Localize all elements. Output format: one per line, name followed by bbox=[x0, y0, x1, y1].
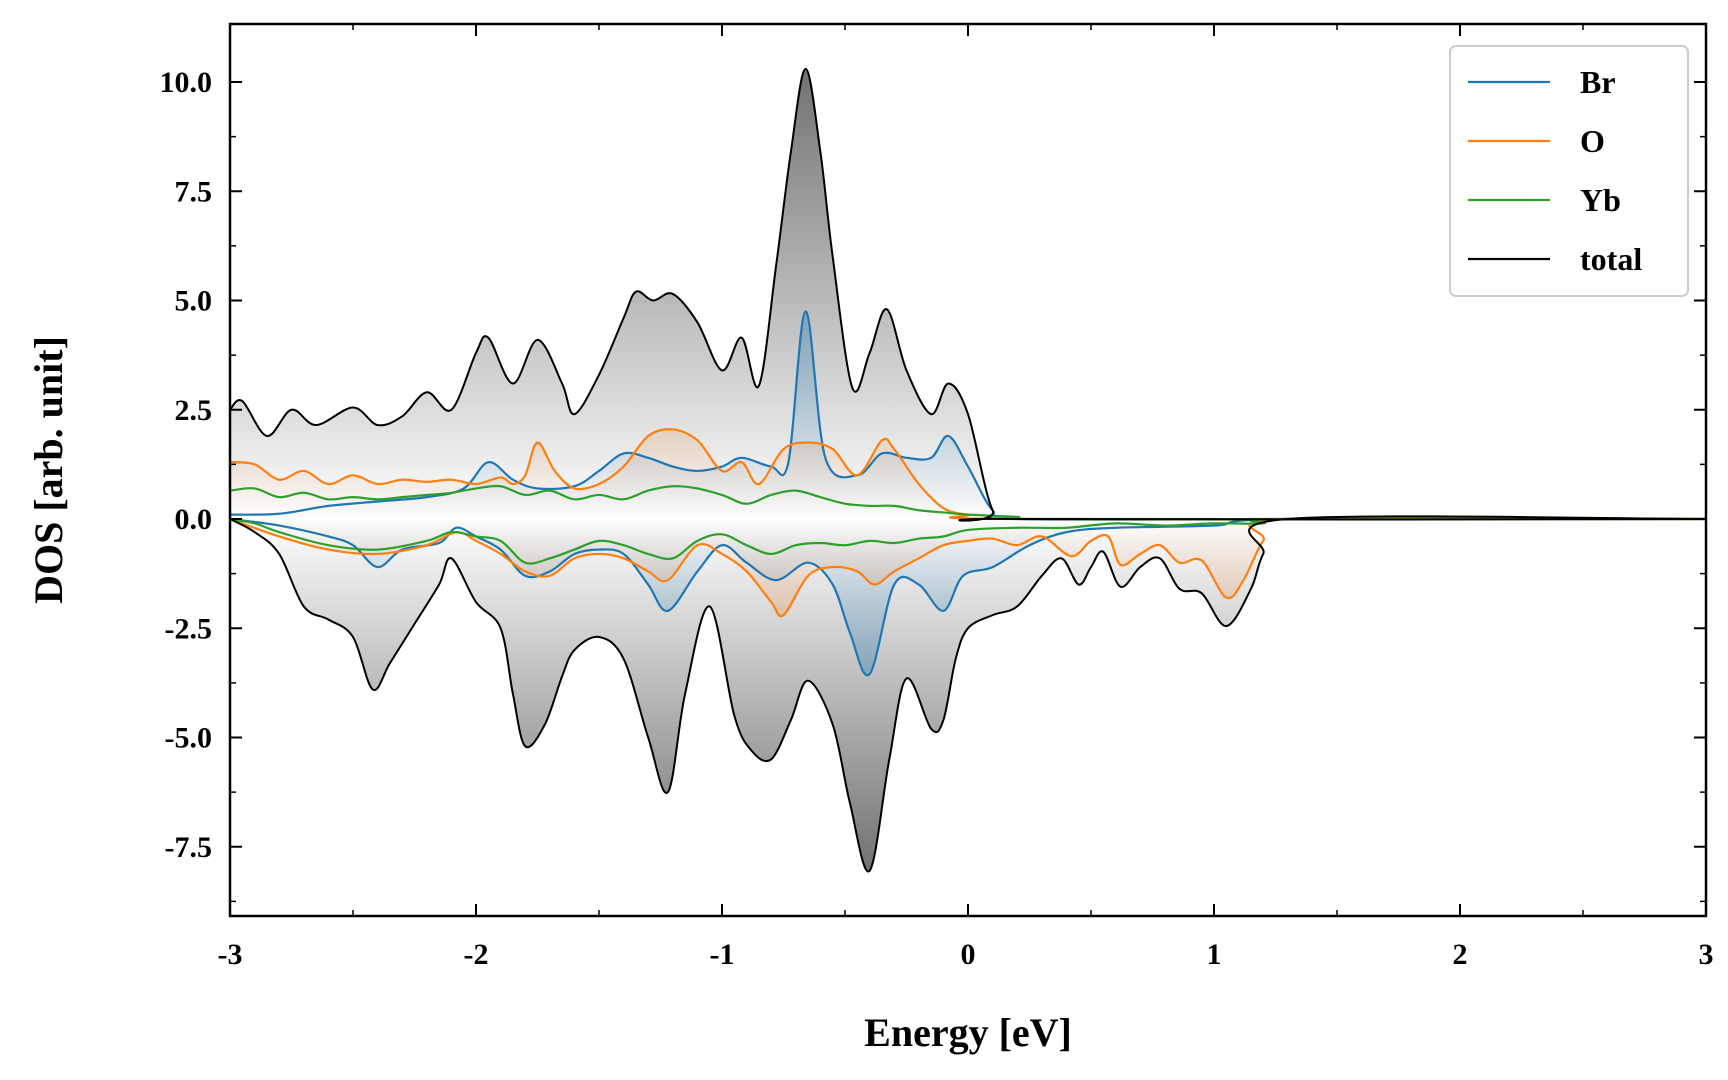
y-axis-label: DOS [arb. unit] bbox=[26, 336, 71, 604]
y-tick-label: 2.5 bbox=[175, 394, 213, 427]
y-tick-label: 0.0 bbox=[175, 503, 213, 536]
y-tick-label: -7.5 bbox=[165, 831, 213, 864]
o-down-line bbox=[229, 516, 1707, 618]
x-tick-label: 3 bbox=[1699, 938, 1714, 971]
total-up-line bbox=[229, 67, 1707, 522]
axes: -3 -2 -1 0 1 2 3 -7.5 -5.0 -2.5 0.0 2.5 5.0 7.5 10.0 bbox=[160, 22, 1714, 971]
legend-label-br: Br bbox=[1580, 64, 1616, 100]
total-down-fill bbox=[230, 516, 1706, 872]
y-tick-label: -5.0 bbox=[165, 722, 213, 755]
legend-label-o: O bbox=[1580, 123, 1605, 159]
y-tick-label: 7.5 bbox=[175, 175, 213, 208]
o-up-fill bbox=[230, 429, 1706, 520]
y-tick-label: 10.0 bbox=[160, 66, 213, 99]
br-down-line bbox=[229, 517, 1707, 677]
legend: Br O Yb total bbox=[1449, 45, 1689, 297]
x-tick-label: 0 bbox=[961, 938, 976, 971]
legend-label-total: total bbox=[1580, 241, 1642, 277]
x-tick-label: 2 bbox=[1453, 938, 1468, 971]
series-fills bbox=[230, 68, 1706, 872]
y-tick-label: 5.0 bbox=[175, 285, 213, 318]
x-tick-label: -2 bbox=[464, 938, 489, 971]
br-up-fill bbox=[230, 311, 1706, 520]
x-axis-label: Energy [eV] bbox=[864, 1010, 1072, 1055]
y-tick-label: -2.5 bbox=[165, 612, 213, 645]
o-down-fill bbox=[230, 517, 1706, 617]
yb-up-line bbox=[229, 484, 1707, 521]
x-tick-label: -3 bbox=[218, 938, 243, 971]
o-up-line bbox=[229, 428, 1707, 521]
series-lines bbox=[229, 67, 1707, 873]
total-up-fill bbox=[230, 68, 1706, 521]
yb-down-line bbox=[229, 517, 1707, 565]
total-down-line bbox=[229, 515, 1707, 873]
legend-box bbox=[1449, 45, 1689, 297]
legend-label-yb: Yb bbox=[1580, 182, 1621, 218]
x-tick-label: -1 bbox=[710, 938, 735, 971]
x-tick-label: 1 bbox=[1207, 938, 1222, 971]
